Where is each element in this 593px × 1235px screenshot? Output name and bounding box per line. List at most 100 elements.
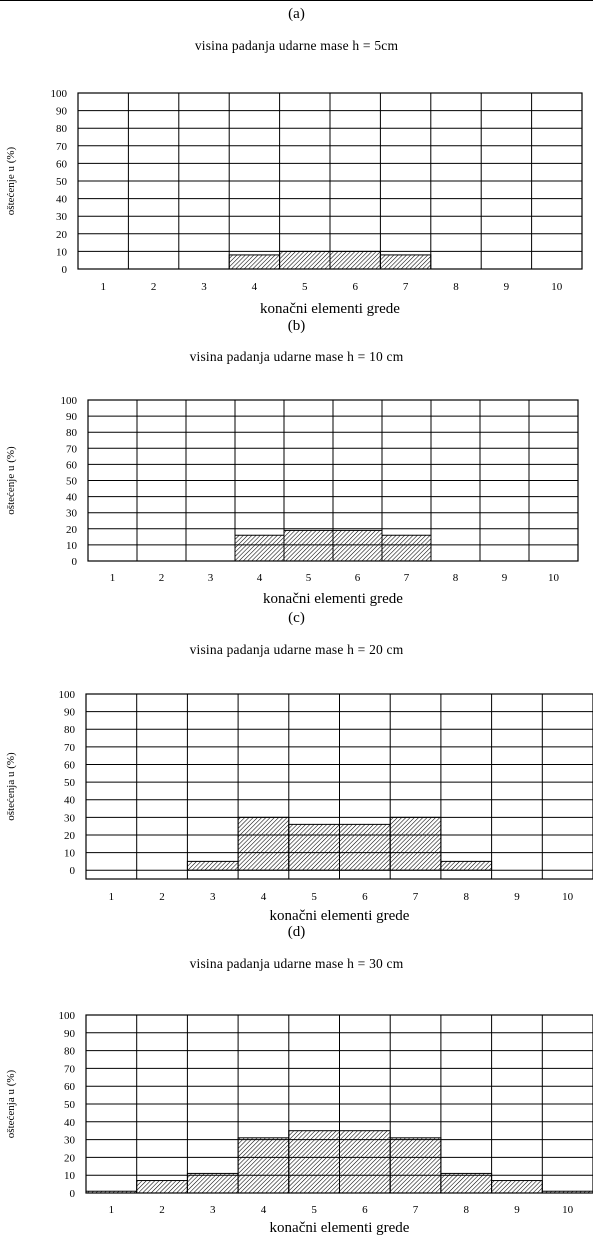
y-tick-label: 60 bbox=[66, 459, 78, 471]
y-tick-label: 50 bbox=[64, 777, 76, 789]
y-tick-label: 50 bbox=[66, 476, 78, 488]
x-axis-title: konačni elementi grede bbox=[260, 301, 400, 317]
panel-label-c: (c) bbox=[288, 610, 305, 626]
bar-8 bbox=[440, 1172, 493, 1194]
panel-label-a: (a) bbox=[288, 6, 305, 22]
x-tick-label: 4 bbox=[252, 281, 258, 293]
y-tick-label: 10 bbox=[64, 848, 76, 860]
x-tick-label: 1 bbox=[109, 1204, 115, 1216]
y-tick-label: 70 bbox=[64, 742, 76, 754]
bar-6 bbox=[329, 250, 381, 270]
x-tick-label: 2 bbox=[151, 281, 157, 293]
bar-7 bbox=[389, 816, 442, 871]
y-tick-label: 20 bbox=[64, 830, 76, 842]
y-tick-label: 0 bbox=[70, 1188, 76, 1200]
bar-4 bbox=[237, 816, 290, 871]
chart-title-d: visina padanja udarne mase h = 30 cm bbox=[189, 956, 404, 971]
x-tick-label: 5 bbox=[311, 891, 317, 903]
chart-title-b: visina padanja udarne mase h = 10 cm bbox=[189, 349, 404, 364]
x-tick-label: 7 bbox=[404, 572, 410, 584]
y-tick-label: 90 bbox=[56, 106, 68, 118]
x-tick-label: 8 bbox=[453, 572, 459, 584]
x-axis-title: konačni elementi grede bbox=[270, 1220, 410, 1235]
bar-9 bbox=[491, 1180, 543, 1194]
x-tick-label: 1 bbox=[100, 281, 106, 293]
y-tick-label: 60 bbox=[64, 1081, 76, 1093]
x-tick-label: 3 bbox=[201, 281, 207, 293]
y-tick-label: 100 bbox=[59, 1010, 76, 1022]
y-tick-label: 70 bbox=[64, 1063, 76, 1075]
x-tick-label: 6 bbox=[362, 891, 368, 903]
y-tick-label: 30 bbox=[66, 508, 78, 520]
y-tick-label: 40 bbox=[56, 194, 68, 206]
bar-7 bbox=[389, 1137, 442, 1194]
y-tick-label: 10 bbox=[56, 246, 68, 258]
bar-3 bbox=[186, 860, 239, 871]
x-tick-label: 6 bbox=[352, 281, 358, 293]
chart-d: 0 10 20 30 40 50 60 70 80 90 100 1 2 3 4 5 6 7 8 9 10 konačni… bbox=[5, 1010, 593, 1235]
plot-frame bbox=[77, 92, 583, 270]
x-tick-label: 2 bbox=[159, 891, 165, 903]
bar-7 bbox=[379, 254, 432, 270]
bar-4 bbox=[234, 534, 285, 562]
x-tick-label: 5 bbox=[306, 572, 312, 584]
bar-5 bbox=[288, 823, 340, 871]
y-tick-label: 10 bbox=[64, 1170, 76, 1182]
y-tick-label: 20 bbox=[56, 229, 68, 241]
y-tick-label: 80 bbox=[56, 123, 68, 135]
y-tick-label: 100 bbox=[59, 689, 76, 701]
x-tick-label: 8 bbox=[464, 1204, 470, 1216]
y-tick-label: 50 bbox=[64, 1099, 76, 1111]
x-tick-label: 4 bbox=[257, 572, 263, 584]
y-tick-label: 60 bbox=[56, 158, 68, 170]
bar-2 bbox=[136, 1180, 188, 1194]
y-tick-label: 0 bbox=[72, 556, 78, 568]
x-tick-label: 5 bbox=[311, 1204, 317, 1216]
chart-a: 0 10 20 30 40 50 60 70 80 90 100 1 2 3 4 5 6 7 8 9 10 konačni… bbox=[5, 88, 583, 317]
x-tick-label: 6 bbox=[362, 1204, 368, 1216]
x-tick-label: 8 bbox=[453, 281, 459, 293]
y-tick-label: 10 bbox=[66, 540, 78, 552]
plot-frame bbox=[85, 1014, 593, 1194]
y-tick-label: 100 bbox=[61, 395, 78, 407]
bar-8 bbox=[440, 860, 493, 871]
y-tick-label: 90 bbox=[66, 411, 78, 423]
chart-title-a: visina padanja udarne mase h = 5cm bbox=[194, 38, 399, 53]
x-tick-label: 7 bbox=[403, 281, 409, 293]
y-tick-label: 30 bbox=[56, 211, 68, 223]
chart-c: 0 10 20 30 40 50 60 70 80 90 100 1 2 3 4 5 6 7 8 9 10 konačni… bbox=[5, 689, 593, 924]
bar-6 bbox=[339, 1130, 391, 1194]
bar-5 bbox=[283, 529, 334, 562]
bar-3 bbox=[186, 1172, 239, 1194]
x-tick-label: 2 bbox=[159, 1204, 165, 1216]
x-tick-label: 9 bbox=[514, 891, 520, 903]
x-tick-label: 3 bbox=[210, 1204, 216, 1216]
x-tick-label: 10 bbox=[548, 572, 560, 584]
plot-frame bbox=[85, 693, 593, 880]
x-tick-label: 9 bbox=[504, 281, 510, 293]
x-axis-title: konačni elementi grede bbox=[263, 591, 403, 607]
x-tick-label: 4 bbox=[261, 891, 267, 903]
x-tick-label: 6 bbox=[355, 572, 361, 584]
plot-frame bbox=[87, 399, 579, 562]
chart-title-c: visina padanja udarne mase h = 20 cm bbox=[189, 642, 404, 657]
y-tick-label: 40 bbox=[64, 1117, 76, 1129]
x-tick-label: 5 bbox=[302, 281, 308, 293]
x-tick-label: 9 bbox=[514, 1204, 520, 1216]
y-tick-label: 90 bbox=[64, 707, 76, 719]
panel-label-b: (b) bbox=[287, 318, 306, 334]
y-tick-label: 0 bbox=[62, 264, 68, 276]
y-tick-label: 30 bbox=[64, 1135, 76, 1147]
x-tick-label: 10 bbox=[562, 1204, 574, 1216]
y-tick-label: 60 bbox=[64, 759, 76, 771]
y-axis-title: oštećenje u (%) bbox=[5, 446, 17, 515]
y-tick-label: 90 bbox=[64, 1028, 76, 1040]
x-tick-label: 7 bbox=[413, 891, 419, 903]
y-tick-label: 70 bbox=[66, 443, 78, 455]
x-tick-label: 9 bbox=[502, 572, 508, 584]
y-tick-label: 80 bbox=[64, 1046, 76, 1058]
x-tick-label: 2 bbox=[159, 572, 165, 584]
bar-4 bbox=[228, 254, 281, 270]
x-tick-label: 10 bbox=[562, 891, 574, 903]
x-tick-label: 3 bbox=[208, 572, 214, 584]
